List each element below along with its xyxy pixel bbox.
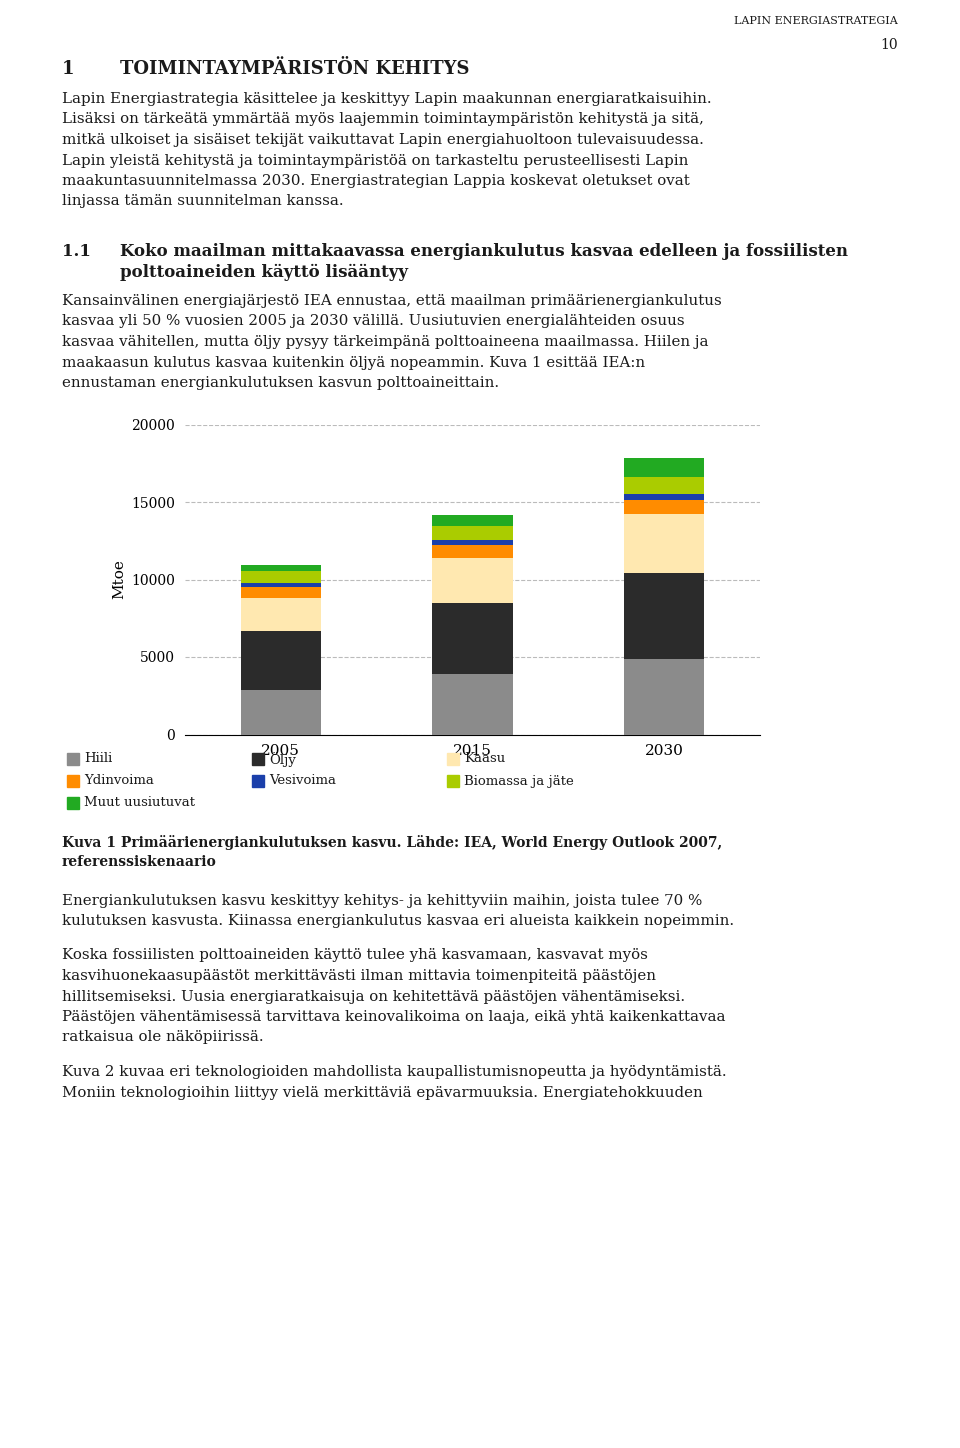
Text: Kansainvälinen energiajärjestö IEA ennustaa, että maailman primäärienergiankulut: Kansainvälinen energiajärjestö IEA ennus… — [62, 294, 722, 308]
Text: mitkä ulkoiset ja sisäiset tekijät vaikuttavat Lapin energiahuoltoon tulevaisuud: mitkä ulkoiset ja sisäiset tekijät vaiku… — [62, 133, 704, 148]
Bar — [432, 526, 513, 540]
Text: kasvihuonekaasupäästöt merkittävästi ilman mittavia toimenpiteitä päästöjen: kasvihuonekaasupäästöt merkittävästi ilm… — [62, 969, 656, 983]
Text: maakuntasuunnitelmassa 2030. Energiastrategian Lappia koskevat oletukset ovat: maakuntasuunnitelmassa 2030. Energiastra… — [62, 174, 689, 188]
Text: kulutuksen kasvusta. Kiinassa energiankulutus kasvaa eri alueista kaikkein nopei: kulutuksen kasvusta. Kiinassa energianku… — [62, 914, 734, 928]
Text: Muut uusiutuvat: Muut uusiutuvat — [84, 796, 195, 809]
Text: Kuva 2 kuvaa eri teknologioiden mahdollista kaupallistumisnopeutta ja hyödyntämi: Kuva 2 kuvaa eri teknologioiden mahdolli… — [62, 1064, 727, 1079]
Bar — [624, 501, 705, 514]
Bar — [432, 602, 513, 675]
Text: Lapin Energiastrategia käsittelee ja keskittyy Lapin maakunnan energiaratkaisuih: Lapin Energiastrategia käsittelee ja kes… — [62, 93, 711, 106]
Text: Biomassa ja jäte: Biomassa ja jäte — [464, 775, 574, 788]
Text: ennustaman energiankulutuksen kasvun polttoaineittain.: ennustaman energiankulutuksen kasvun pol… — [62, 376, 499, 390]
Text: kasvaa yli 50 % vuosien 2005 ja 2030 välillä. Uusiutuvien energialähteiden osuus: kasvaa yli 50 % vuosien 2005 ja 2030 väl… — [62, 314, 684, 329]
Bar — [241, 588, 321, 598]
Bar — [241, 598, 321, 631]
Text: Öljy: Öljy — [269, 753, 296, 767]
Bar — [624, 458, 705, 476]
Text: maakaasun kulutus kasvaa kuitenkin öljyä nopeammin. Kuva 1 esittää IEA:n: maakaasun kulutus kasvaa kuitenkin öljyä… — [62, 356, 645, 369]
Text: Kuva 1 Primäärienergiankulutuksen kasvu. Lähde: IEA, World Energy Outlook 2007,: Kuva 1 Primäärienergiankulutuksen kasvu.… — [62, 834, 722, 850]
Text: Energiankulutuksen kasvu keskittyy kehitys- ja kehittyviin maihin, joista tulee : Energiankulutuksen kasvu keskittyy kehit… — [62, 893, 703, 908]
Y-axis label: Mtoe: Mtoe — [112, 559, 126, 599]
Text: polttoaineiden käyttö lisääntyy: polttoaineiden käyttö lisääntyy — [120, 264, 408, 281]
Text: Lisäksi on tärkeätä ymmärtää myös laajemmin toimintaympäristön kehitystä ja sitä: Lisäksi on tärkeätä ymmärtää myös laajem… — [62, 113, 704, 126]
Text: Ydinvoima: Ydinvoima — [84, 775, 154, 788]
Text: Hiili: Hiili — [84, 753, 112, 766]
Text: Lapin yleistä kehitystä ja toimintaympäristöä on tarkasteltu perusteellisesti La: Lapin yleistä kehitystä ja toimintaympär… — [62, 153, 688, 168]
Bar — [624, 573, 705, 659]
Text: 10: 10 — [880, 38, 898, 52]
Bar — [432, 514, 513, 526]
Text: referenssiskenaario: referenssiskenaario — [62, 854, 217, 869]
Text: TOIMINTAYMPÄRISTÖN KEHITYS: TOIMINTAYMPÄRISTÖN KEHITYS — [120, 59, 469, 78]
Bar — [241, 565, 321, 571]
Text: Päästöjen vähentämisessä tarvittava keinovalikoima on laaja, eikä yhtä kaikenkat: Päästöjen vähentämisessä tarvittava kein… — [62, 1011, 726, 1024]
Text: kasvaa vähitellen, mutta öljy pysyy tärkeimpänä polttoaineena maailmassa. Hiilen: kasvaa vähitellen, mutta öljy pysyy tärk… — [62, 334, 708, 349]
Text: ratkaisua ole näköpiirissä.: ratkaisua ole näköpiirissä. — [62, 1031, 264, 1044]
Text: Kaasu: Kaasu — [464, 753, 505, 766]
Bar — [624, 659, 705, 734]
Text: Koska fossiilisten polttoaineiden käyttö tulee yhä kasvamaan, kasvavat myös: Koska fossiilisten polttoaineiden käyttö… — [62, 948, 648, 963]
Bar — [241, 571, 321, 584]
Text: Vesivoima: Vesivoima — [269, 775, 336, 788]
Bar — [241, 631, 321, 689]
Bar — [432, 557, 513, 602]
Text: Koko maailman mittakaavassa energiankulutus kasvaa edelleen ja fossiilisten: Koko maailman mittakaavassa energiankulu… — [120, 243, 848, 261]
Bar — [432, 675, 513, 734]
Text: hillitsemiseksi. Uusia energiaratkaisuja on kehitettävä päästöjen vähentämiseksi: hillitsemiseksi. Uusia energiaratkaisuja… — [62, 989, 685, 1003]
Text: LAPIN ENERGIASTRATEGIA: LAPIN ENERGIASTRATEGIA — [734, 16, 898, 26]
Bar — [241, 689, 321, 734]
Text: 1: 1 — [62, 59, 75, 78]
Bar — [624, 494, 705, 501]
Bar — [432, 540, 513, 544]
Text: Moniin teknologioihin liittyy vielä merkittäviä epävarmuuksia. Energiatehokkuude: Moniin teknologioihin liittyy vielä merk… — [62, 1086, 703, 1099]
Bar — [624, 514, 705, 573]
Bar — [432, 544, 513, 557]
Text: 1.1: 1.1 — [62, 243, 91, 261]
Text: linjassa tämän suunnitelman kanssa.: linjassa tämän suunnitelman kanssa. — [62, 194, 344, 209]
Bar — [241, 584, 321, 588]
Bar — [624, 476, 705, 494]
